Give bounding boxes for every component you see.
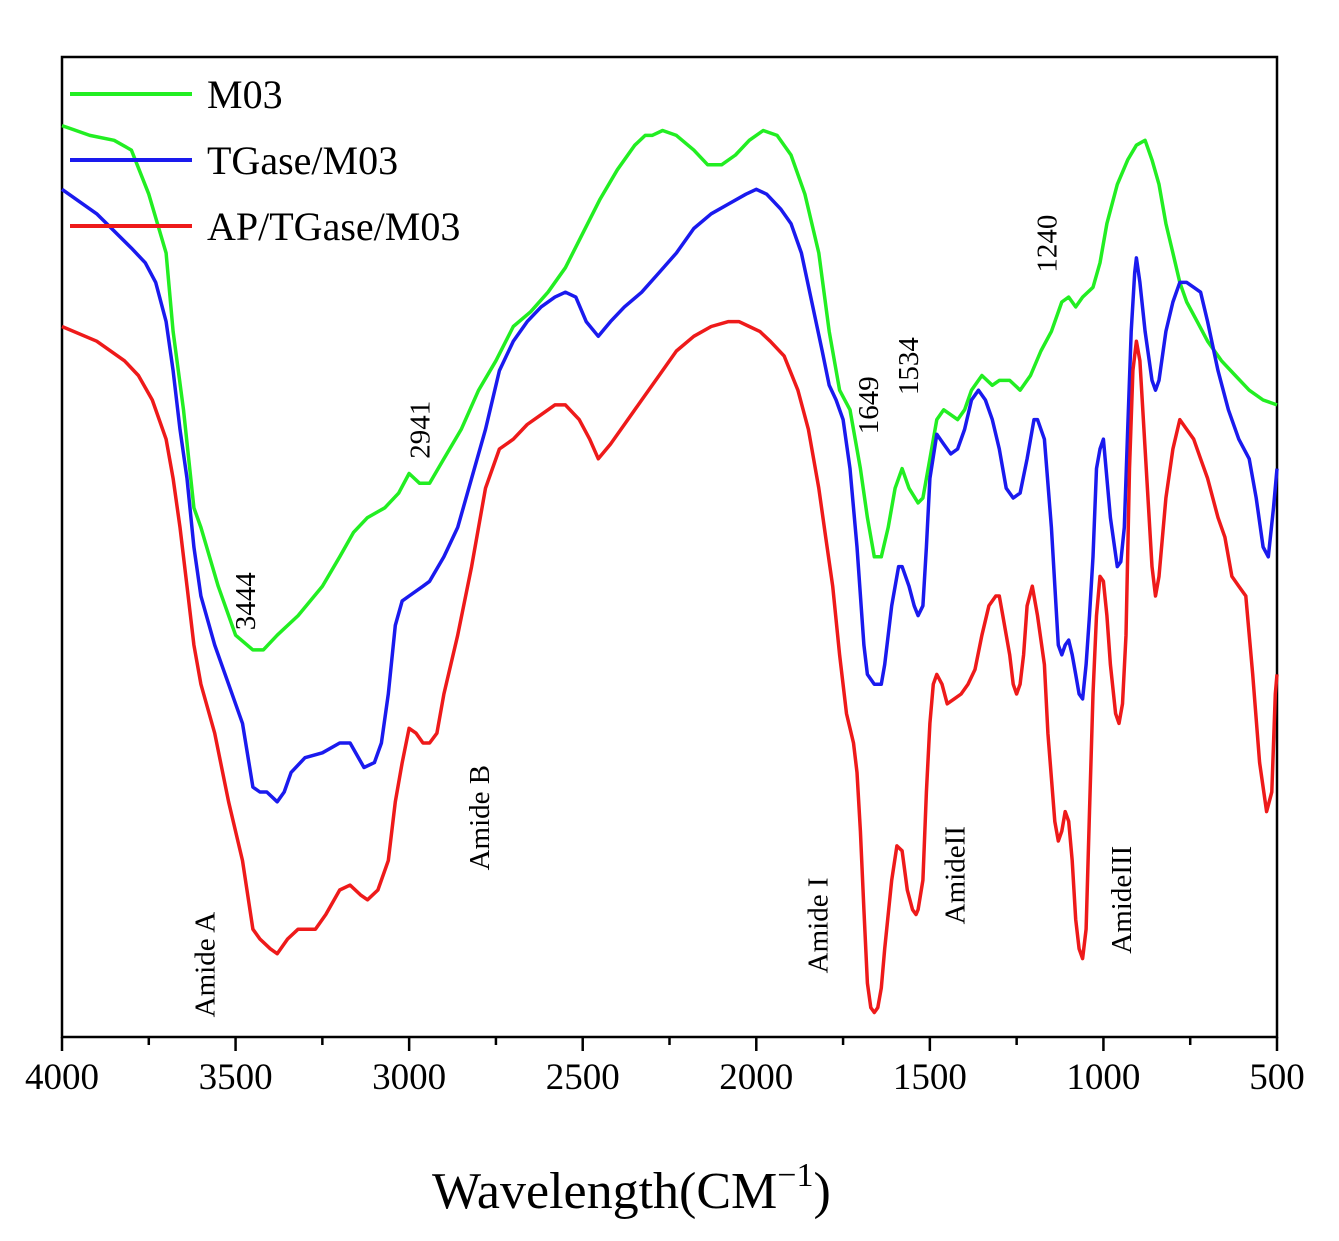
x-tick-label: 1500 bbox=[893, 1057, 967, 1098]
x-tick-label: 3000 bbox=[372, 1057, 446, 1098]
annotation-label: AmideII bbox=[940, 826, 972, 924]
annotation-label: 1649 bbox=[853, 376, 885, 434]
x-tick-label: 2500 bbox=[546, 1057, 620, 1098]
annotation-label: Amide A bbox=[190, 912, 222, 1018]
legend-label: M03 bbox=[207, 72, 283, 117]
legend-label: AP/TGase/M03 bbox=[207, 204, 460, 249]
series-line-m03 bbox=[61, 123, 1278, 652]
x-axis-ticks bbox=[60, 1037, 1279, 1051]
x-tick-label: 3500 bbox=[199, 1057, 273, 1098]
annotation-label: 3444 bbox=[230, 572, 262, 631]
x-axis-tick-labels: 4000 3500 3000 2500 2000 1500 1000 500 bbox=[25, 1057, 1305, 1098]
x-axis-label: Wavelength(CM−1) bbox=[432, 1157, 831, 1220]
annotation-label: AmideIII bbox=[1106, 846, 1138, 954]
x-tick-label: 2000 bbox=[719, 1057, 793, 1098]
legend: M03 TGase/M03 AP/TGase/M03 bbox=[70, 72, 460, 249]
series-line-ap-tgase-m03 bbox=[61, 319, 1279, 1015]
annotation-label: 1240 bbox=[1032, 215, 1064, 273]
annotation-label: 1534 bbox=[893, 337, 925, 396]
annotation-label: Amide I bbox=[803, 878, 835, 974]
x-tick-label: 4000 bbox=[25, 1057, 99, 1098]
annotation-label: 2941 bbox=[405, 401, 437, 459]
x-tick-label: 500 bbox=[1249, 1057, 1305, 1098]
legend-label: TGase/M03 bbox=[207, 138, 398, 183]
series-line-tgase-m03 bbox=[60, 187, 1279, 804]
x-tick-label: 1000 bbox=[1066, 1057, 1140, 1098]
series-lines bbox=[60, 123, 1279, 1015]
annotation-label: Amide B bbox=[464, 765, 496, 871]
